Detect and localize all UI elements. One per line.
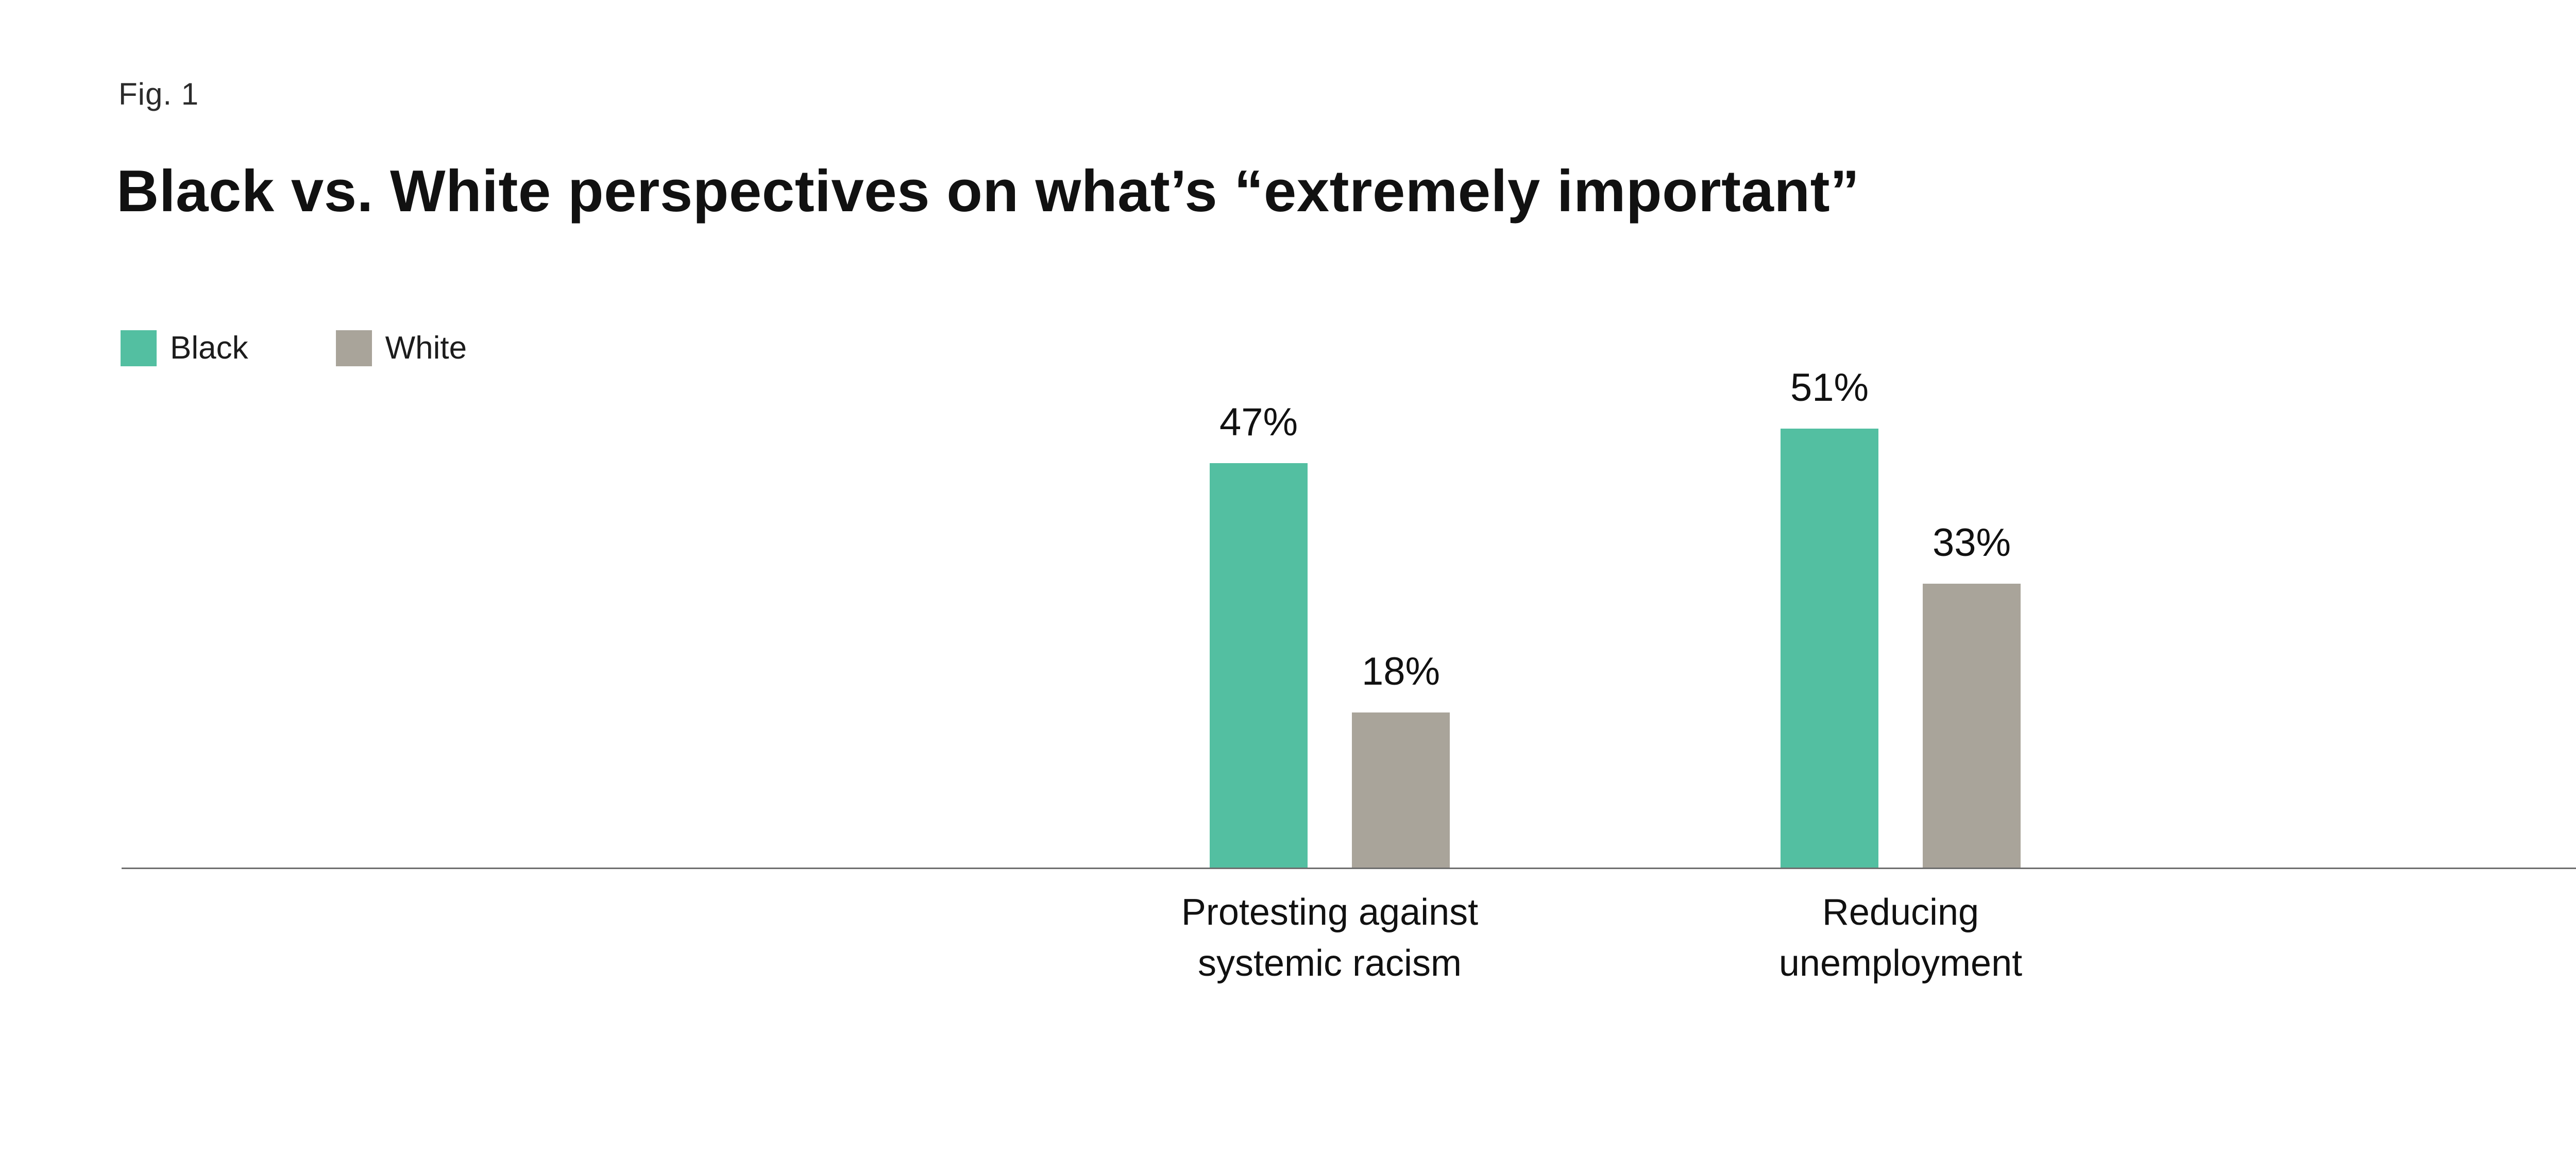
legend: Black White (121, 330, 467, 366)
bar-value-label: 33% (1932, 521, 2011, 565)
legend-swatch-white (335, 330, 372, 366)
bar-group-reducing-unemployment: 51% 33% (1781, 0, 2021, 868)
legend-item-white: White (335, 330, 467, 366)
bar-white-protesting (1352, 712, 1450, 868)
bar-value-label: 47% (1219, 400, 1298, 444)
figure-number-label: Fig. 1 (118, 77, 199, 111)
category-label-line: Reducing (1822, 892, 1979, 933)
barwrap-black-unemployment: 51% (1781, 365, 1878, 868)
bar-group-protesting-systemic-racism: 47% 18% (1210, 0, 1450, 868)
legend-item-black: Black (121, 330, 248, 366)
barwrap-white-unemployment: 33% (1923, 520, 2021, 868)
barwrap-black-protesting: 47% (1210, 400, 1308, 868)
category-label-unemployment: Reducing unemployment (1694, 887, 2107, 990)
category-label-protesting: Protesting against systemic racism (1124, 887, 1536, 990)
x-axis-line (122, 868, 2576, 869)
legend-label-black: Black (170, 330, 248, 366)
category-label-line: Protesting against (1181, 892, 1479, 933)
bar-black-protesting (1210, 463, 1308, 868)
bar-white-unemployment (1923, 584, 2021, 868)
legend-label-white: White (385, 330, 467, 366)
bar-value-label: 51% (1790, 366, 1869, 410)
bar-value-label: 18% (1361, 650, 1440, 693)
chart-title: Black vs. White perspectives on what’s “… (116, 159, 1860, 224)
legend-swatch-black (121, 330, 157, 366)
category-label-line: systemic racism (1197, 943, 1462, 984)
category-label-line: unemployment (1778, 943, 2023, 984)
bar-black-unemployment (1781, 429, 1878, 868)
barwrap-white-protesting: 18% (1352, 649, 1450, 868)
